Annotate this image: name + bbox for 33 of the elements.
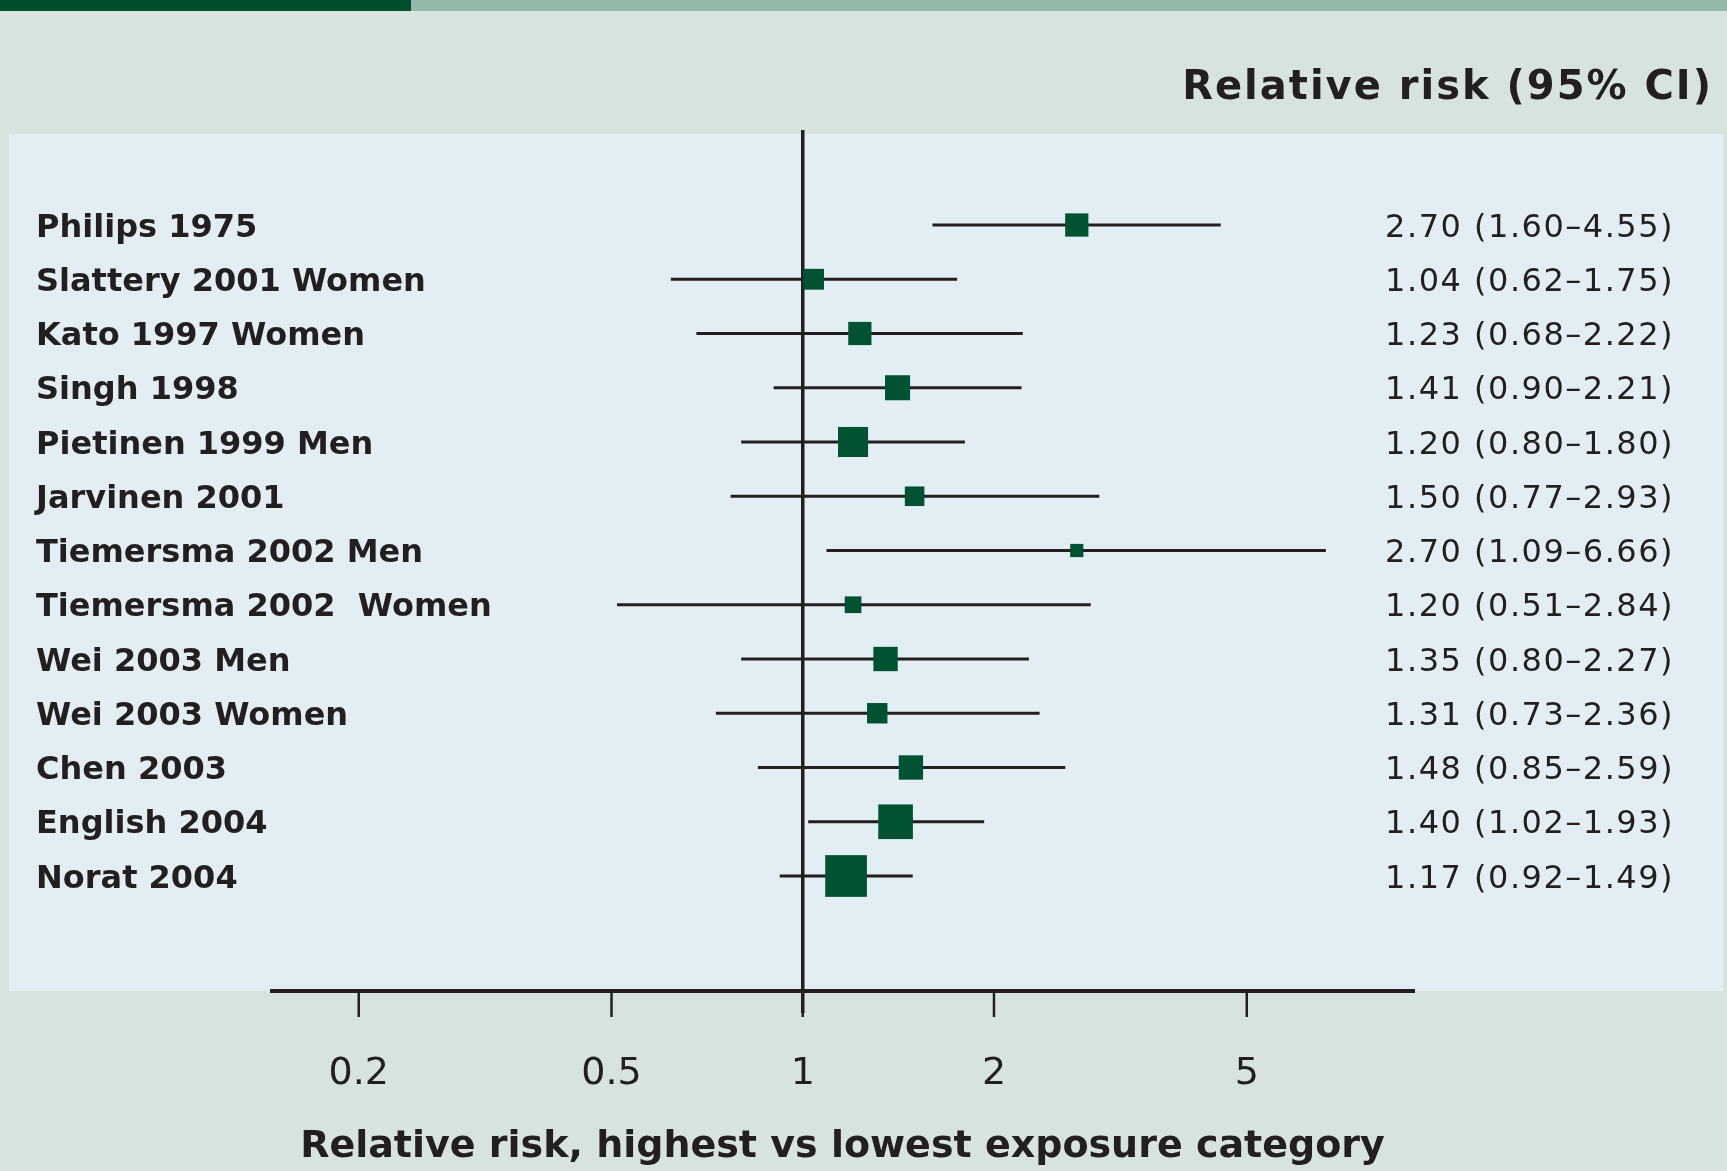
x-tick-label: 2 [981,1049,1007,1093]
y-tick-label: Wei 2003 Men [36,640,291,679]
y-tick-label: Chen 2003 [36,749,227,788]
y-tick-label: Wei 2003 Women [36,694,349,733]
y-tick-label: Tiemersma 2002 Women [36,586,492,625]
y-tick-label: Pietinen 1999 Men [36,423,374,462]
x-tick-label: 0.5 [581,1049,642,1093]
y-tick-label: Norat 2004 [36,857,238,896]
y-tick-label: Singh 1998 [36,369,239,408]
y-tick-label: English 2004 [36,803,268,842]
x-tick-label: 0.2 [328,1049,389,1093]
y-tick-label: Jarvinen 2001 [34,477,285,516]
data-label: 1.48 (0.85–2.59) [1385,749,1674,788]
data-label: 1.04 (0.62–1.75) [1385,260,1674,299]
x-axis-title: Relative risk, highest vs lowest exposure category [300,1122,1386,1166]
x-tick-label: 1 [790,1049,815,1093]
data-label: 1.31 (0.73–2.36) [1385,694,1674,733]
data-label: 2.70 (1.60–4.55) [1385,206,1674,245]
y-tick-label: Kato 1997 Women [36,315,365,354]
data-label: 1.35 (0.80–2.27) [1385,640,1674,679]
data-label: 1.20 (0.80–1.80) [1385,423,1674,462]
y-tick-label: Philips 1975 [36,206,258,245]
data-label: 1.41 (0.90–2.21) [1385,369,1674,408]
data-label: 2.70 (1.09–6.66) [1385,532,1674,571]
data-label: 1.23 (0.68–2.22) [1385,315,1674,354]
text: Relative risk (95% CI) [1182,62,1713,108]
y-tick-label: Slattery 2001 Women [36,260,426,299]
data-label: 1.50 (0.77–2.93) [1385,477,1674,516]
data-label: 1.40 (1.02–1.93) [1385,803,1674,842]
data-label: 1.17 (0.92–1.49) [1385,857,1674,896]
y-tick-label: Tiemersma 2002 Men [36,532,423,571]
data-label: 1.20 (0.51–2.84) [1385,586,1674,625]
x-tick-label: 5 [1234,1049,1259,1093]
